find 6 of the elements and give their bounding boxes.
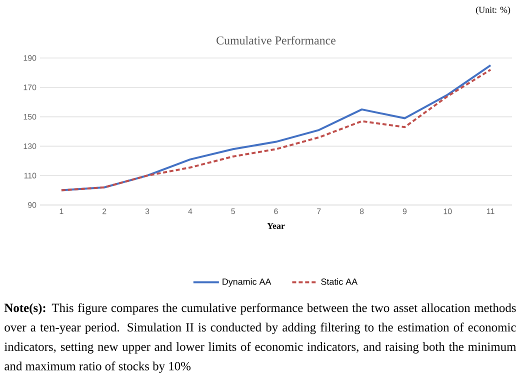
text: (Unit: %) bbox=[476, 6, 510, 15]
legend-label: Dynamic AA bbox=[222, 278, 272, 287]
text: Note(s): This figure compares the cumulative performance between the two asset allocation methods over a ten-year period. Simulation II is conducted by adding filtering to the estimation of economic indicators, setting new upper and lower limits of economic indicators, and raising both the minimum and maximum ratio of stocks by 10% bbox=[4, 303, 516, 373]
legend-label: Static AA bbox=[321, 278, 358, 285]
x-axis-title: Year bbox=[267, 223, 285, 229]
chart-title: Cumulative Performance bbox=[216, 36, 336, 44]
